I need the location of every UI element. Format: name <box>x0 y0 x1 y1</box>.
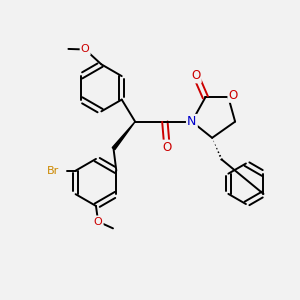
Text: O: O <box>191 69 201 82</box>
Text: O: O <box>162 141 172 154</box>
Text: O: O <box>81 44 89 55</box>
Text: Br: Br <box>47 166 59 176</box>
Text: O: O <box>229 88 238 102</box>
Text: O: O <box>94 217 103 226</box>
Polygon shape <box>112 122 135 150</box>
Text: N: N <box>187 115 196 128</box>
